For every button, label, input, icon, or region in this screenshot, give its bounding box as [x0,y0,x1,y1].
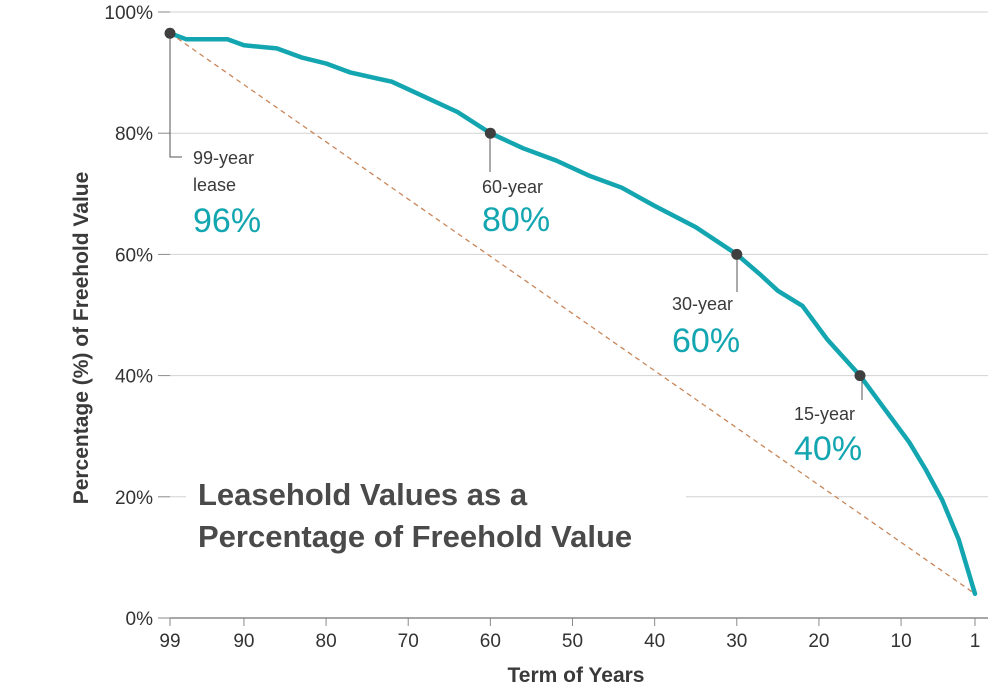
x-tick-label: 50 [562,631,583,652]
y-tick-label: 20% [115,488,153,509]
leasehold-value-curve [167,30,978,597]
annotation-60-year: 60-year 80% [482,127,550,239]
annotation-99-year: 99-year lease 96% [164,27,261,240]
data-point-marker [854,370,866,382]
x-tick-label: 80 [316,631,337,652]
x-tick-label: 40 [644,631,665,652]
y-tick-label: 100% [104,3,153,24]
series-lines [167,30,978,597]
annotation-label: lease [193,175,236,195]
annotation-value: 40% [794,430,862,468]
x-tick-label: 20 [808,631,829,652]
x-axis-title: Term of Years [508,664,645,687]
x-tick-label: 30 [726,631,747,652]
grid-lines [170,11,988,498]
data-point-marker [164,27,176,39]
annotation-15-year: 15-year 40% [794,370,866,468]
x-tick-label: 70 [398,631,419,652]
x-tick-label: 1 [970,631,981,652]
annotation-label: 60-year [482,177,543,197]
x-tick-label: 10 [891,631,912,652]
chart-title-line-1: Leasehold Values as a [198,477,528,512]
x-tick-label: 90 [233,631,254,652]
annotation-value: 60% [672,322,740,360]
y-axis-title: Percentage (%) of Freehold Value [70,172,93,505]
chart-title-line-2: Percentage of Freehold Value [198,519,632,554]
chart-title: Leasehold Values as a Percentage of Free… [186,472,686,562]
annotations: 99-year lease 96% 60-year 80% 30-year 60% 15-ye… [164,27,866,468]
y-tick-label: 60% [115,245,153,266]
x-tick-label: 99 [159,631,180,652]
y-tick-label: 40% [115,367,153,388]
leader-line [169,32,182,158]
data-point-marker [484,127,496,139]
annotation-value: 96% [193,202,261,240]
y-tick-label: 0% [126,609,154,630]
axes: 0% 20% 40% 60% 80% 100% 99 90 80 70 60 50 40 30 20 10 1 [104,3,988,652]
annotation-value: 80% [482,201,550,239]
annotation-30-year: 30-year 60% [672,248,743,360]
x-tick-label: 60 [480,631,501,652]
y-tick-label: 80% [115,124,153,145]
reference-dashed-line [169,32,976,595]
data-point-marker [731,248,743,260]
annotation-label: 30-year [672,294,733,314]
annotation-label: 99-year [193,148,254,168]
annotation-label: 15-year [794,404,855,424]
